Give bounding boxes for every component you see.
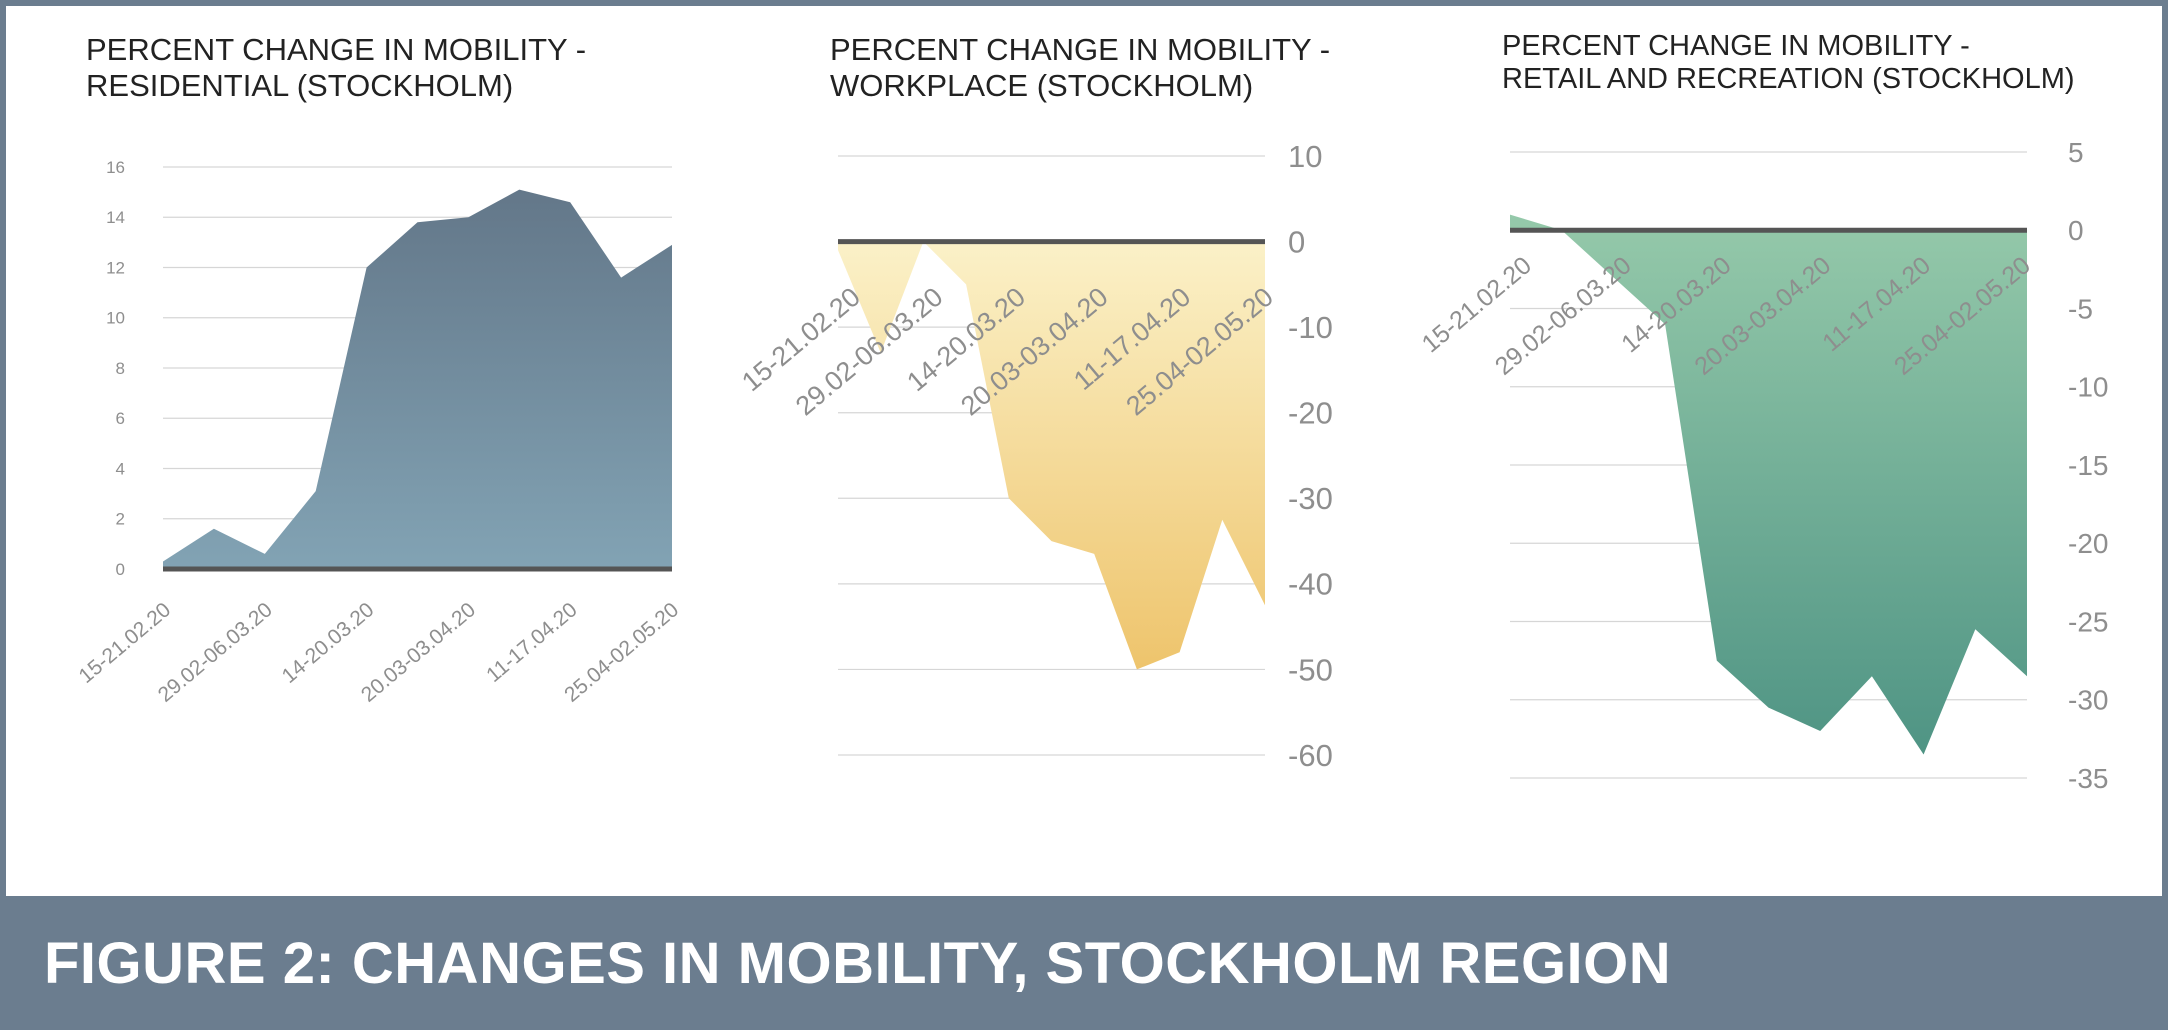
chart-title-workplace: PERCENT CHANGE IN MOBILITY - WORKPLACE (… [830, 32, 1330, 103]
y-tick-label: 2 [116, 510, 125, 529]
series-area [163, 189, 672, 569]
y-tick-label: 10 [1288, 139, 1322, 174]
y-tick-label: -5 [2068, 293, 2093, 324]
y-tick-label: -30 [1288, 481, 1333, 516]
y-tick-label: 16 [106, 158, 125, 177]
series-area [1510, 214, 2027, 755]
y-tick-label: 0 [1288, 224, 1305, 259]
y-tick-label: -40 [1288, 567, 1333, 602]
y-tick-label: -10 [2068, 372, 2108, 403]
y-tick-label: -20 [1288, 396, 1333, 431]
x-tick-label: 11-17.04.20 [482, 598, 581, 687]
chart-title-line: PERCENT CHANGE IN MOBILITY - [1502, 30, 1970, 62]
chart-title-line: RESIDENTIAL (STOCKHOLM) [86, 67, 514, 103]
y-tick-label: 4 [116, 459, 125, 478]
y-tick-label: -10 [1288, 310, 1333, 345]
chart-title-line: RETAIL AND RECREATION (STOCKHOLM) [1502, 63, 2075, 96]
y-tick-label: 10 [106, 309, 125, 328]
chart-title-residential: PERCENT CHANGE IN MOBILITY - RESIDENTIAL… [86, 32, 586, 103]
y-tick-label: -25 [2068, 606, 2108, 637]
y-tick-label: 8 [116, 359, 125, 378]
y-tick-label: -30 [2068, 685, 2108, 716]
chart-title-line: PERCENT CHANGE IN MOBILITY - [830, 32, 1331, 67]
figure-caption: FIGURE 2: CHANGES IN MOBILITY, STOCKHOLM… [44, 931, 1672, 996]
x-tick-label: 15-21.02.20 [75, 598, 176, 688]
chart-title-line: WORKPLACE (STOCKHOLM) [830, 67, 1254, 103]
y-tick-label: -20 [2068, 528, 2108, 559]
chart-title-line: PERCENT CHANGE IN MOBILITY - [86, 32, 587, 67]
series-area [838, 241, 1265, 670]
x-tick-label: 14-20.03.20 [278, 598, 379, 688]
y-tick-label: -35 [2068, 763, 2108, 794]
y-tick-label: -60 [1288, 738, 1333, 773]
y-tick-label: 14 [106, 208, 125, 227]
y-tick-label: -50 [1288, 652, 1333, 687]
y-tick-label: -15 [2068, 450, 2108, 481]
y-tick-label: 12 [106, 258, 125, 277]
y-tick-label: 5 [2068, 137, 2084, 168]
figure-caption-bar: FIGURE 2: CHANGES IN MOBILITY, STOCKHOLM… [0, 896, 2168, 1030]
y-tick-label: 0 [116, 560, 125, 579]
chart-title-retail: PERCENT CHANGE IN MOBILITY - RETAIL AND … [1502, 30, 2075, 97]
y-tick-label: 6 [116, 409, 125, 428]
y-tick-label: 0 [2068, 215, 2084, 246]
